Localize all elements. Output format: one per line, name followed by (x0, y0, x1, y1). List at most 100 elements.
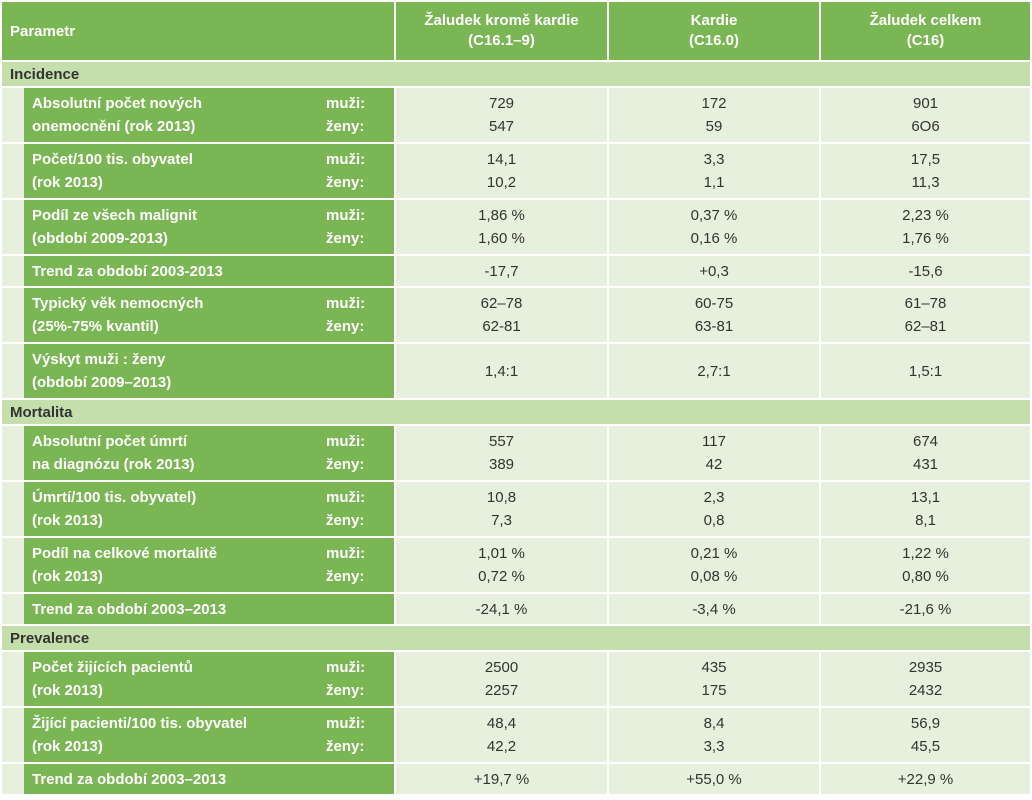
sex-label-women: ženy: (326, 456, 365, 473)
row-label-text: Úmrtí/100 tis. obyvatel) (rok 2013) (32, 482, 196, 536)
value-cell-c2: 0,21 % 0,08 % (607, 538, 819, 592)
value-cell-c3: 1,5:1 (819, 344, 1030, 398)
value-cell-c3: 2,23 % 1,76 % (819, 200, 1030, 254)
row-label: Trend za období 2003-2013 (24, 256, 394, 286)
header-col2-line1: Kardie (690, 12, 738, 29)
value: 547 (488, 118, 515, 135)
sex-label-men: muži: (326, 433, 366, 450)
table-row: Výskyt muži : ženy (období 2009–2013) 1,4:… (2, 344, 1030, 400)
value-cell-c1: 729 547 (394, 88, 607, 142)
row-label-cell: Počet/100 tis. obyvatel (rok 2013) muži: že… (2, 144, 394, 198)
row-indent (2, 482, 24, 536)
value-cell-c2: 172 59 (607, 88, 819, 142)
sex-label-men: muži: (326, 207, 366, 224)
value: 2500 (484, 659, 519, 676)
row-label-text: Podíl na celkové mortalitě (rok 2013) (32, 538, 217, 592)
sex-label-women: ženy: (326, 230, 365, 247)
value-cell-c3: 674 431 (819, 426, 1030, 480)
table-row: Úmrtí/100 tis. obyvatel) (rok 2013) muži: ž… (2, 482, 1030, 538)
row-label: Počet/100 tis. obyvatel (rok 2013) muži: že… (24, 144, 394, 198)
value-cell-c2: 435 175 (607, 652, 819, 706)
row-label-line: Trend za období 2003–2013 (32, 600, 227, 618)
value: 389 (488, 456, 515, 473)
sex-label-men: muži: (326, 295, 366, 312)
value-cell-c3: 13,1 8,1 (819, 482, 1030, 536)
value-cell-c3: 17,5 11,3 (819, 144, 1030, 198)
row-label-line: (rok 2013) (32, 568, 103, 585)
value-cell-c1: 14,1 10,2 (394, 144, 607, 198)
row-indent (2, 764, 24, 794)
row-label-line: (25%-75% kvantil) (32, 318, 159, 335)
row-label-line: (rok 2013) (32, 738, 103, 755)
value: +0,3 (699, 262, 729, 280)
row-label-line: (rok 2013) (32, 512, 103, 529)
value: +19,7 % (473, 770, 530, 788)
value: 0,08 % (690, 568, 738, 585)
row-label-cell: Úmrtí/100 tis. obyvatel) (rok 2013) muži: ž… (2, 482, 394, 536)
table-row: Trend za období 2003–2013 -24,1 % -3,4 % -2… (2, 594, 1030, 626)
row-indent (2, 200, 24, 254)
value-cell-c2: 2,3 0,8 (607, 482, 819, 536)
row-label-line: Absolutní počet nových (32, 95, 203, 112)
table-row: Počet/100 tis. obyvatel (rok 2013) muži: že… (2, 144, 1030, 200)
row-label-cell: Počet žijících pacientů (rok 2013) muži: že… (2, 652, 394, 706)
value: 11,3 (911, 174, 940, 191)
header-col-stomach-except-cardia: Žaludek kromě kardie (C16.1–9) (394, 2, 607, 60)
value: 7,3 (491, 512, 512, 529)
value: -3,4 % (692, 600, 736, 618)
value: -15,6 (908, 262, 943, 280)
value: -17,7 (484, 262, 519, 280)
value: 61–78 (904, 295, 947, 312)
row-label-cell: Žijící pacienti/100 tis. obyvatel (rok 20… (2, 708, 394, 762)
table-row: Počet žijících pacientů (rok 2013) muži: že… (2, 652, 1030, 708)
row-label: Trend za období 2003–2013 (24, 594, 394, 624)
value-cell-c1: 10,8 7,3 (394, 482, 607, 536)
value-cell-c3: -21,6 % (819, 594, 1030, 624)
sex-label-men: muži: (326, 659, 366, 676)
table-header: Parametr Žaludek kromě kardie (C16.1–9) … (2, 2, 1030, 62)
row-label-cell: Trend za období 2003-2013 (2, 256, 394, 286)
value: 60-75 (694, 295, 734, 312)
value: 17,5 (910, 151, 941, 168)
value-cell-c1: 1,86 % 1,60 % (394, 200, 607, 254)
row-label: Výskyt muži : ženy (období 2009–2013) (24, 344, 394, 398)
row-label-cell: Typický věk nemocných (25%-75% kvantil) mu… (2, 288, 394, 342)
sex-labels (326, 256, 386, 286)
value-cell-c3: 2935 2432 (819, 652, 1030, 706)
row-label-text: Počet/100 tis. obyvatel (rok 2013) (32, 144, 193, 198)
row-label-line: Počet žijících pacientů (32, 659, 193, 676)
section-header: Prevalence (2, 626, 1030, 652)
value: 2432 (908, 682, 943, 699)
row-label: Podíl ze všech malignit (období 2009-2013… (24, 200, 394, 254)
row-label-line: Typický věk nemocných (32, 295, 204, 312)
value: 1,01 % (478, 545, 525, 562)
value-cell-c1: +19,7 % (394, 764, 607, 794)
value: 56,9 (910, 715, 941, 732)
row-label-line: Počet/100 tis. obyvatel (32, 151, 193, 168)
sex-labels: muži: ženy: (326, 200, 386, 254)
value: 3,3 (703, 738, 725, 755)
sex-label-women: ženy: (326, 682, 365, 699)
header-col1-line2: (C16.1–9) (468, 32, 535, 49)
value: 2935 (908, 659, 943, 676)
sex-label-women: ženy: (326, 118, 365, 135)
row-indent (2, 708, 24, 762)
row-indent (2, 652, 24, 706)
header-col3-line2: (C16) (906, 32, 945, 49)
value: 1,76 % (902, 230, 949, 247)
value: 2,23 % (902, 207, 949, 224)
row-label-cell: Absolutní počet úmrtí na diagnózu (rok 20… (2, 426, 394, 480)
value-cell-c2: 2,7:1 (607, 344, 819, 398)
value-cell-c1: 62–78 62-81 (394, 288, 607, 342)
section-header: Incidence (2, 62, 1030, 88)
row-label-text: Podíl ze všech malignit (období 2009-2013… (32, 200, 197, 254)
sex-label-men: muži: (326, 715, 366, 732)
value: 1,1 (703, 174, 725, 191)
table-row: Trend za období 2003-2013 -17,7 +0,3 -15,6 (2, 256, 1030, 288)
row-label-line: (období 2009-2013) (32, 230, 168, 247)
value: 0,21 % (690, 545, 738, 562)
row-label-line: Trend za období 2003–2013 (32, 770, 227, 788)
row-label: Absolutní počet úmrtí na diagnózu (rok 20… (24, 426, 394, 480)
value-cell-c2: 117 42 (607, 426, 819, 480)
